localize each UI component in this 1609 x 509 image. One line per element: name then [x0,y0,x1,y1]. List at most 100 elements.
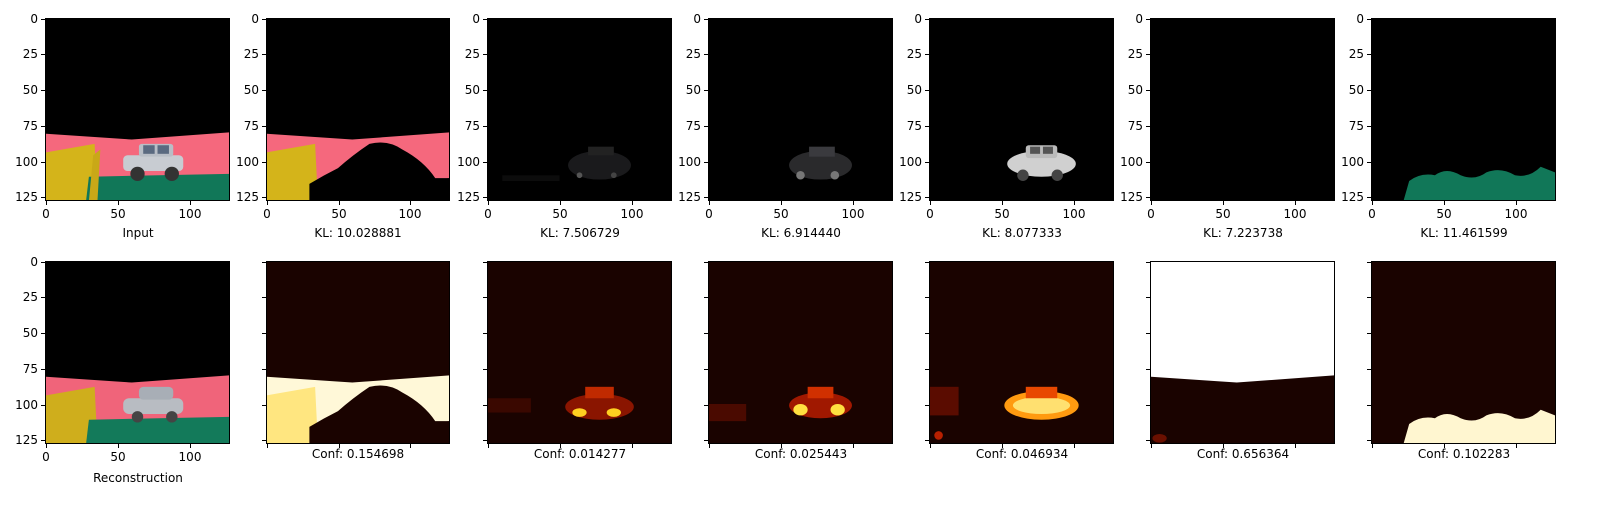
x-tick [781,444,782,448]
y-tick [1146,333,1150,334]
y-tick [41,262,45,263]
y-tick-label: 100 [678,155,701,169]
y-tick [925,162,929,163]
y-tick [483,369,487,370]
x-tick-label: 100 [398,207,422,221]
x-tick [1223,444,1224,448]
y-tick-label: 0 [30,12,38,26]
y-tick [1367,369,1371,370]
x-tick-label: 0 [484,207,492,221]
y-tick [925,262,929,263]
x-tick [118,444,119,448]
panel-conf-1 [266,261,450,444]
y-tick [483,126,487,127]
panel-conf-4 [929,261,1114,444]
y-tick [483,54,487,55]
y-tick [1367,262,1371,263]
x-tick [853,201,854,205]
x-tick [1372,444,1373,448]
x-tick [560,201,561,205]
latent-image-2 [487,18,672,201]
y-tick-label: 75 [1348,119,1364,133]
y-tick-label: 100 [457,155,480,169]
y-tick [925,297,929,298]
x-tick [1002,201,1003,205]
y-tick [704,297,708,298]
panel-caption: Conf: 0.025443 [754,447,848,461]
x-tick [560,444,561,448]
y-tick [925,90,929,91]
y-tick [704,90,708,91]
y-tick-label: 50 [1127,83,1143,97]
y-tick [483,90,487,91]
y-tick [1146,54,1150,55]
y-tick-label: 0 [1356,12,1364,26]
y-tick-label: 25 [1127,47,1143,61]
y-tick-label: 125 [236,190,259,204]
x-tick-label: 0 [705,207,713,221]
panel-kl-3 [708,18,893,201]
y-tick [262,262,266,263]
x-tick-label: 50 [1215,207,1231,221]
y-tick [1146,262,1150,263]
confidence-map-1 [266,261,450,444]
x-tick [1516,201,1517,205]
x-tick [46,201,47,205]
y-tick [704,333,708,334]
panel-conf-2 [487,261,672,444]
y-tick [704,126,708,127]
y-tick-label: 125 [899,190,922,204]
y-tick [483,197,487,198]
y-tick-label: 50 [22,326,38,340]
y-tick [41,126,45,127]
y-tick [483,440,487,441]
y-tick-label: 125 [678,190,701,204]
y-tick [262,197,266,198]
y-tick [1367,333,1371,334]
y-tick [262,297,266,298]
x-tick [853,444,854,448]
y-tick [1367,162,1371,163]
panel-caption: KL: 7.506729 [540,226,620,240]
y-tick [704,162,708,163]
panel-caption: Conf: 0.014277 [533,447,627,461]
y-tick [1367,197,1371,198]
y-tick [41,90,45,91]
y-tick [262,162,266,163]
y-tick-label: 100 [236,155,259,169]
x-tick [267,201,268,205]
x-tick [1074,444,1075,448]
x-tick [1074,201,1075,205]
x-tick-label: 50 [773,207,789,221]
x-tick [118,201,119,205]
y-tick-label: 125 [15,190,38,204]
y-tick [704,262,708,263]
y-tick-label: 25 [464,47,480,61]
y-tick [483,162,487,163]
confidence-map-6 [1371,261,1556,444]
x-tick [1151,444,1152,448]
panel-caption: KL: 7.223738 [1203,226,1283,240]
x-tick [1444,201,1445,205]
x-tick [488,201,489,205]
y-tick-label: 25 [22,290,38,304]
y-tick [41,197,45,198]
x-tick [632,444,633,448]
y-tick [1367,90,1371,91]
panel-caption: Conf: 0.102283 [1417,447,1511,461]
y-tick-label: 75 [464,119,480,133]
panel-kl-6 [1371,18,1556,201]
x-tick [410,201,411,205]
x-tick-label: 100 [1062,207,1086,221]
y-tick-label: 125 [15,433,38,447]
y-tick-label: 75 [1127,119,1143,133]
y-tick [925,369,929,370]
x-tick-label: 100 [620,207,644,221]
y-tick-label: 25 [685,47,701,61]
x-tick [632,201,633,205]
y-tick [1146,90,1150,91]
x-tick-label: 100 [1504,207,1528,221]
confidence-map-2 [487,261,672,444]
panel-kl-1 [266,18,450,201]
y-tick [704,197,708,198]
